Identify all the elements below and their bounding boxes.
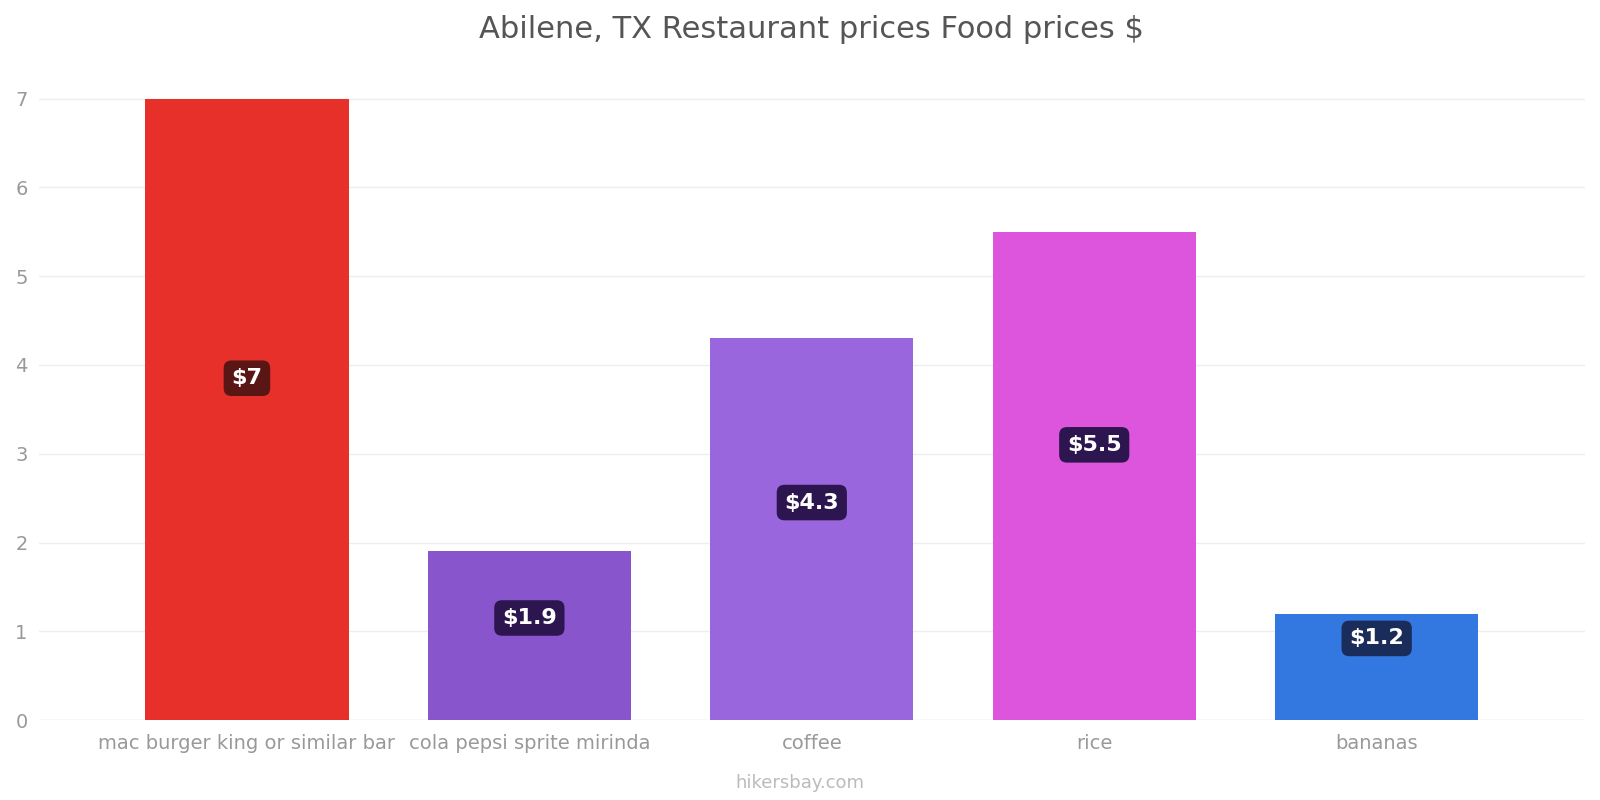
Text: $1.2: $1.2: [1349, 629, 1405, 649]
Text: $7: $7: [232, 368, 262, 388]
Text: hikersbay.com: hikersbay.com: [736, 774, 864, 792]
Text: $1.9: $1.9: [502, 608, 557, 628]
Bar: [1275, 614, 1478, 720]
Bar: [146, 98, 349, 720]
Bar: [710, 338, 914, 720]
Text: $5.5: $5.5: [1067, 435, 1122, 455]
Title: Abilene, TX Restaurant prices Food prices $: Abilene, TX Restaurant prices Food price…: [480, 15, 1144, 44]
Bar: [427, 551, 630, 720]
Bar: [992, 232, 1195, 720]
Text: $4.3: $4.3: [784, 493, 838, 513]
